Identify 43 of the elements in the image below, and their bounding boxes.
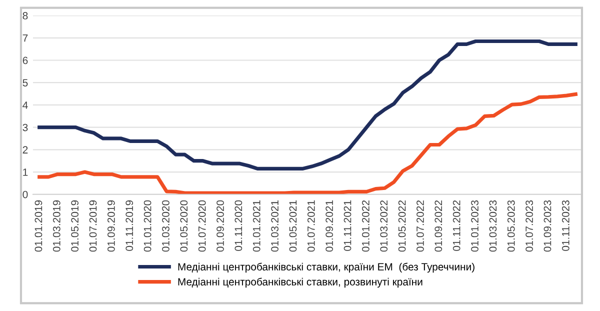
- x-tick-label: 01.03.2019: [52, 200, 60, 252]
- y-tick-label: 1: [23, 168, 28, 176]
- x-tick-label: 01.03.2022: [380, 200, 388, 252]
- legend-label: Медіанні центробанківські ставки, розвинуті країни: [178, 278, 422, 288]
- x-tick-label: 01.05.2022: [398, 200, 406, 252]
- line-series: [38, 39, 578, 170]
- x-tick-label: 01.01.2023: [471, 200, 478, 252]
- y-tick-label: 3: [22, 124, 28, 132]
- x-tick-label: 01.09.2021: [326, 200, 334, 252]
- x-tick-label: 01.05.2020: [180, 200, 188, 252]
- x-tick-label: 01.05.2021: [289, 200, 297, 252]
- x-tick-label: 01.11.2020: [234, 200, 242, 251]
- x-tick-label: 01.07.2020: [198, 200, 206, 252]
- x-tick-label: 01.03.2023: [489, 200, 497, 252]
- x-tick-label: 01.01.2020: [144, 200, 152, 252]
- x-tick-label: 01.03.2021: [271, 200, 278, 252]
- x-tick-label: 01.07.2022: [416, 200, 424, 252]
- y-tick-label: 2: [22, 146, 28, 154]
- x-tick-label: 01.01.2022: [362, 200, 370, 252]
- y-tick-label: 7: [22, 34, 28, 42]
- x-tick-label: 01.07.2023: [526, 200, 533, 252]
- x-tick-label: 01.11.2022: [452, 200, 460, 251]
- y-tick-label: 0: [22, 190, 28, 198]
- x-tick-label: 01.09.2019: [108, 200, 115, 252]
- x-tick-label: 01.11.2023: [562, 200, 570, 251]
- x-tick-label: 01.09.2020: [216, 200, 224, 252]
- y-tick-label: 4: [22, 102, 28, 109]
- x-tick-label: 01.01.2021: [252, 200, 260, 252]
- y-tick-label: 5: [22, 79, 28, 86]
- x-tick-label: 01.05.2019: [71, 200, 79, 252]
- y-tick-label: 6: [22, 56, 28, 64]
- x-tick-label: 01.05.2023: [507, 200, 515, 252]
- x-tick-label: 01.09.2023: [544, 200, 552, 252]
- legend-label: Медіанні центробанківські ставки, країни ЕМ (без Туреччини): [178, 262, 474, 273]
- x-tick-label: 01.07.2019: [89, 200, 97, 252]
- line-series: [38, 92, 578, 194]
- y-tick-label: 8: [22, 12, 28, 20]
- x-tick-label: 01.07.2021: [307, 200, 315, 252]
- x-tick-label: 01.11.2021: [344, 200, 352, 251]
- x-tick-label: 01.09.2022: [434, 200, 442, 252]
- x-tick-label: 01.03.2020: [162, 200, 170, 252]
- x-tick-label: 01.01.2019: [34, 200, 42, 252]
- x-tick-label: 01.11.2019: [126, 200, 134, 251]
